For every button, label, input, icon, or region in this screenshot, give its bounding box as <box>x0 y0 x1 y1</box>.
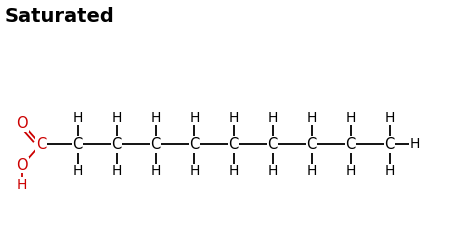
Text: C: C <box>267 137 278 152</box>
Text: H: H <box>72 111 83 125</box>
Text: H: H <box>345 164 356 178</box>
Text: Saturated: Saturated <box>4 7 114 26</box>
Text: C: C <box>72 137 83 152</box>
Text: H: H <box>306 111 317 125</box>
Text: H: H <box>345 111 356 125</box>
Text: H: H <box>111 111 122 125</box>
Text: O: O <box>16 158 28 173</box>
Text: H: H <box>306 164 317 178</box>
Text: H: H <box>384 111 395 125</box>
Text: H: H <box>189 111 200 125</box>
Text: C: C <box>306 137 317 152</box>
Text: H: H <box>150 164 161 178</box>
Text: H: H <box>228 164 238 178</box>
Text: H: H <box>111 164 122 178</box>
Text: C: C <box>346 137 356 152</box>
Text: H: H <box>189 164 200 178</box>
Text: C: C <box>150 137 161 152</box>
Text: C: C <box>228 137 238 152</box>
Text: H: H <box>384 164 395 178</box>
Text: H: H <box>410 138 420 151</box>
Text: C: C <box>112 137 122 152</box>
Text: H: H <box>72 164 83 178</box>
Text: H: H <box>267 164 278 178</box>
Text: O: O <box>16 116 28 131</box>
Text: C: C <box>36 137 46 152</box>
Text: C: C <box>189 137 200 152</box>
Text: C: C <box>384 137 395 152</box>
Text: H: H <box>228 111 238 125</box>
Text: H: H <box>17 178 27 192</box>
Text: H: H <box>150 111 161 125</box>
Text: H: H <box>267 111 278 125</box>
